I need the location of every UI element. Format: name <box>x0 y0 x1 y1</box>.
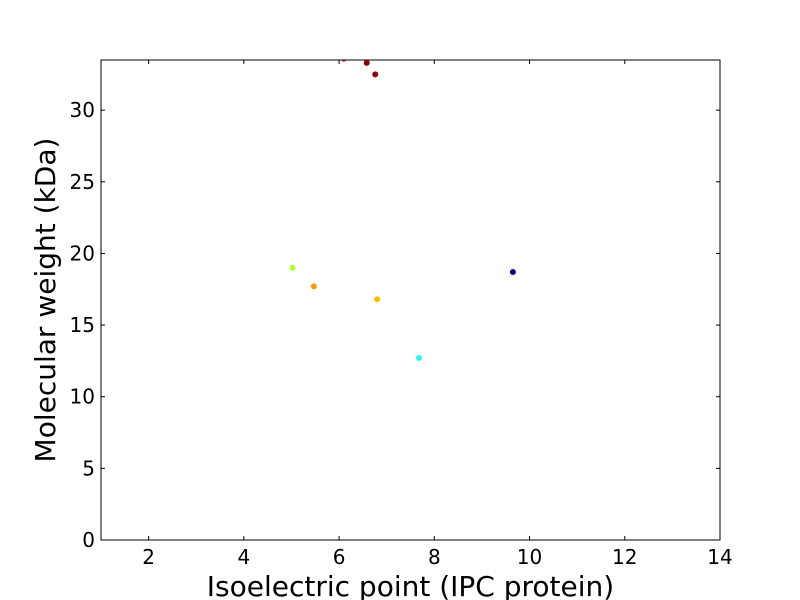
data-point <box>509 269 516 276</box>
x-tick-label: 8 <box>428 545 441 569</box>
x-axis-title: Isoelectric point (IPC protein) <box>207 570 614 600</box>
y-tick-label: 10 <box>70 385 95 409</box>
data-point <box>341 60 347 62</box>
x-tick-label: 14 <box>707 545 732 569</box>
x-tick-label: 2 <box>142 545 155 569</box>
data-point <box>310 283 317 290</box>
data-point <box>289 264 296 271</box>
x-tick-label: 12 <box>612 545 637 569</box>
plot-area <box>100 59 721 541</box>
data-point <box>363 60 370 66</box>
y-tick-label: 0 <box>82 528 95 552</box>
data-point <box>416 355 423 362</box>
y-tick-label: 5 <box>82 456 95 480</box>
x-tick-label: 6 <box>333 545 346 569</box>
y-tick-label: 20 <box>70 241 95 265</box>
y-tick-label: 15 <box>70 313 95 337</box>
x-tick-label: 10 <box>517 545 542 569</box>
data-point <box>374 296 381 303</box>
x-tick-label: 4 <box>237 545 250 569</box>
data-point <box>372 71 379 78</box>
y-axis-title: Molecular weight (kDa) <box>29 138 62 463</box>
y-tick-label: 30 <box>70 98 95 122</box>
y-tick-label: 25 <box>70 170 95 194</box>
